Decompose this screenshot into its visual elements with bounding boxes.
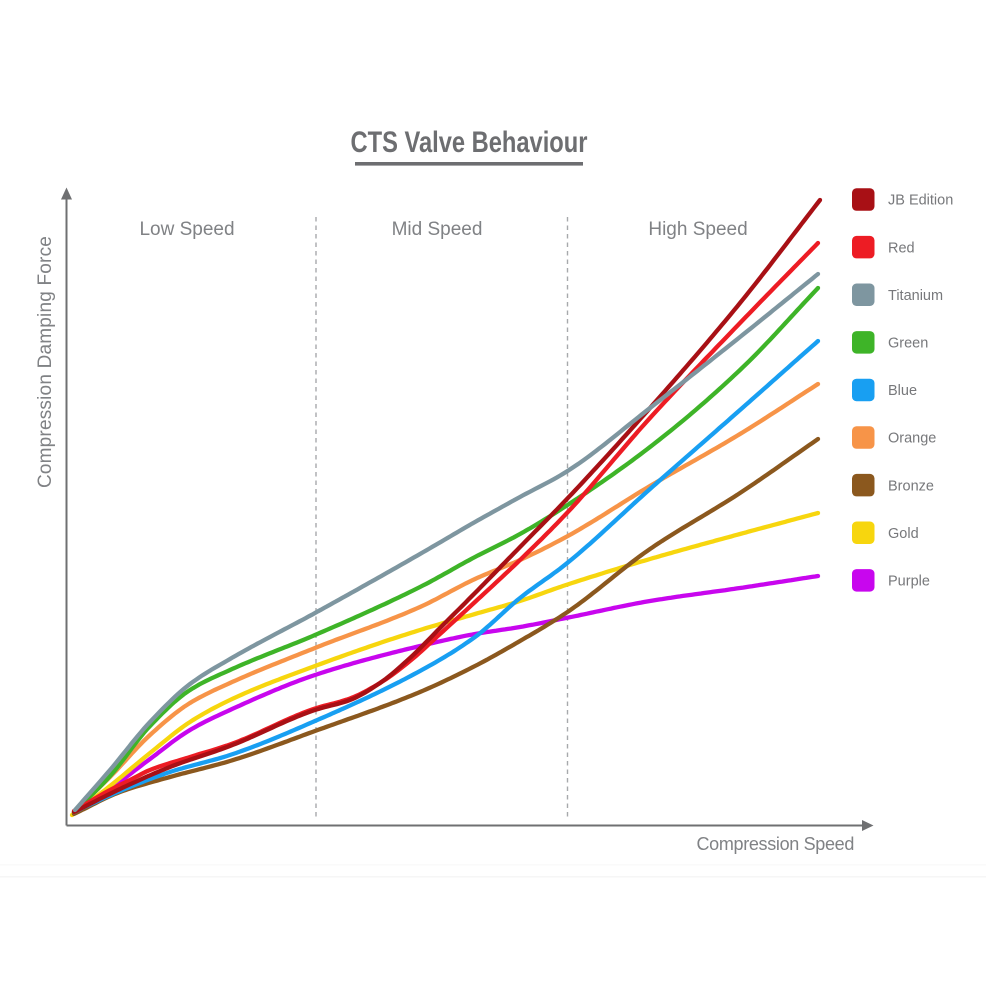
svg-text:CTS Valve Behaviour: CTS Valve Behaviour [351,125,588,158]
svg-text:Green: Green [888,336,928,352]
svg-text:Compression Damping Force: Compression Damping Force [35,236,56,488]
svg-text:Gold: Gold [888,526,919,542]
svg-text:JB Edition: JB Edition [888,193,953,209]
svg-text:High Speed: High Speed [648,219,747,240]
svg-text:Low Speed: Low Speed [139,219,234,240]
svg-text:Titanium: Titanium [888,288,943,304]
svg-text:Compression Speed: Compression Speed [697,834,854,854]
svg-text:Mid Speed: Mid Speed [392,219,483,240]
svg-text:Blue: Blue [888,383,917,399]
svg-text:Orange: Orange [888,431,936,447]
svg-text:Purple: Purple [888,574,930,590]
svg-text:Red: Red [888,240,915,256]
svg-text:Bronze: Bronze [888,478,934,494]
